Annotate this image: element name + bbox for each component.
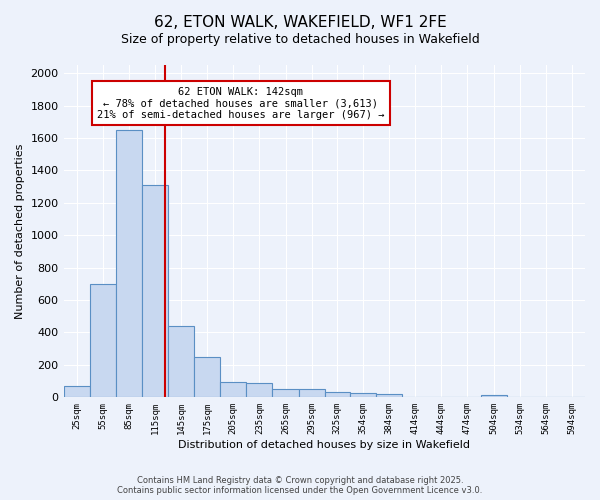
Bar [247,382,272,398]
Bar [350,394,376,398]
Bar [64,386,89,398]
Bar [142,185,168,398]
X-axis label: Distribution of detached houses by size in Wakefield: Distribution of detached houses by size … [178,440,470,450]
Bar [194,357,220,398]
Bar [116,130,142,398]
Bar [220,382,247,398]
Text: Contains HM Land Registry data © Crown copyright and database right 2025.
Contai: Contains HM Land Registry data © Crown c… [118,476,482,495]
Bar [272,389,299,398]
Bar [481,395,506,398]
Text: 62 ETON WALK: 142sqm
← 78% of detached houses are smaller (3,613)
21% of semi-de: 62 ETON WALK: 142sqm ← 78% of detached h… [97,86,385,120]
Bar [325,392,350,398]
Bar [168,326,194,398]
Bar [89,284,116,398]
Y-axis label: Number of detached properties: Number of detached properties [15,144,25,319]
Bar [299,389,325,398]
Text: Size of property relative to detached houses in Wakefield: Size of property relative to detached ho… [121,32,479,46]
Bar [376,394,402,398]
Text: 62, ETON WALK, WAKEFIELD, WF1 2FE: 62, ETON WALK, WAKEFIELD, WF1 2FE [154,15,446,30]
